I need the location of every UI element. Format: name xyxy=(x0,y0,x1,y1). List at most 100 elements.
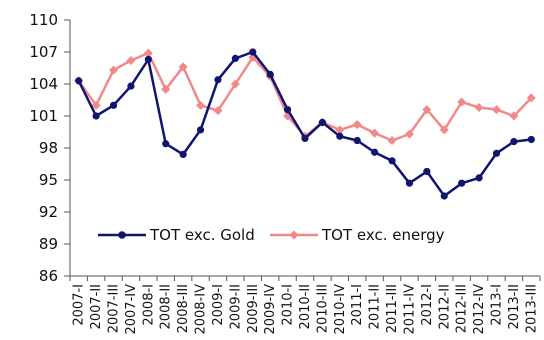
x-tick-label: 2008-I xyxy=(141,284,156,326)
data-point xyxy=(144,55,152,64)
x-tick-label: 2011-IV xyxy=(402,284,417,335)
data-point xyxy=(230,79,240,89)
data-point xyxy=(527,135,535,144)
y-tick-label: 86 xyxy=(39,267,58,285)
y-tick-label: 110 xyxy=(29,11,58,29)
legend: TOT exc. Gold TOT exc. energy xyxy=(98,226,445,244)
data-point xyxy=(91,100,101,110)
x-tick-label: 2007-I xyxy=(72,284,87,326)
data-point xyxy=(109,65,119,75)
legend-item: TOT exc. energy xyxy=(270,226,445,244)
data-point xyxy=(352,120,362,130)
data-point xyxy=(231,54,239,63)
x-tick-label: 2009-I xyxy=(211,284,226,326)
data-point xyxy=(214,76,222,84)
x-tick-label: 2009-II xyxy=(228,284,243,329)
data-point xyxy=(423,167,431,176)
data-point xyxy=(283,106,292,114)
data-point xyxy=(526,93,536,103)
y-tick-label: 107 xyxy=(29,43,58,61)
data-point xyxy=(510,138,518,146)
series-1 xyxy=(74,48,536,146)
data-point xyxy=(301,134,309,142)
data-point xyxy=(75,77,83,85)
series-0 xyxy=(75,48,535,200)
x-tick-label: 2012-IV xyxy=(472,284,487,335)
data-point xyxy=(196,100,206,110)
data-point xyxy=(370,128,380,138)
data-point xyxy=(475,174,483,182)
y-tick-label: 101 xyxy=(29,107,58,125)
x-tick-label: 2013-II xyxy=(507,284,522,329)
x-tick-label: 2011-I xyxy=(350,284,365,326)
x-tick-label: 2009-IV xyxy=(263,284,278,335)
data-point xyxy=(440,192,448,200)
data-point xyxy=(266,70,274,78)
x-tick-label: 2008-II xyxy=(159,284,174,329)
y-tick-label: 104 xyxy=(29,75,58,93)
series-layer xyxy=(74,48,536,200)
x-tick-label: 2011-III xyxy=(385,284,400,333)
data-point xyxy=(126,56,136,66)
data-point xyxy=(388,157,396,165)
x-tick-label: 2007-IV xyxy=(124,284,139,335)
data-point xyxy=(422,105,432,115)
data-point xyxy=(509,111,519,121)
x-tick-label: 2010-II xyxy=(298,284,313,329)
y-axis-ticks: 86 89 92 95 98 101 104 107 110 xyxy=(29,11,70,285)
data-point xyxy=(178,62,188,72)
data-point xyxy=(387,136,397,146)
legend-marker xyxy=(118,231,126,239)
legend-label: TOT exc. Gold xyxy=(149,226,255,244)
x-tick-label: 2013-I xyxy=(489,284,504,326)
x-tick-label: 2010-III xyxy=(315,284,330,333)
data-point xyxy=(458,179,466,187)
data-point xyxy=(492,149,501,157)
data-point xyxy=(318,118,327,126)
x-tick-label: 2010-IV xyxy=(333,284,348,335)
series-line xyxy=(77,50,532,198)
legend-label: TOT exc. energy xyxy=(321,226,445,244)
y-tick-label: 89 xyxy=(39,235,58,253)
data-point xyxy=(162,140,170,148)
data-point xyxy=(213,106,223,116)
axes xyxy=(69,20,540,277)
y-tick-label: 98 xyxy=(39,139,58,157)
data-point xyxy=(457,97,467,107)
data-point xyxy=(143,48,153,58)
y-tick-label: 95 xyxy=(39,171,58,189)
data-point xyxy=(249,48,257,56)
data-point xyxy=(92,112,100,120)
x-tick-label: 2011-II xyxy=(368,284,383,329)
data-point xyxy=(353,136,361,145)
data-point xyxy=(161,84,171,94)
data-point xyxy=(404,129,414,139)
x-tick-label: 2007-II xyxy=(89,284,104,329)
data-point xyxy=(491,105,501,115)
data-point xyxy=(127,82,135,90)
data-point xyxy=(371,148,379,156)
x-tick-label: 2008-IV xyxy=(194,284,209,335)
x-tick-label: 2010-I xyxy=(281,284,296,326)
x-tick-label: 2013-III xyxy=(524,284,539,333)
data-point xyxy=(405,179,414,187)
data-point xyxy=(474,102,484,112)
y-tick-label: 92 xyxy=(39,203,58,221)
data-point xyxy=(439,125,449,135)
legend-marker xyxy=(289,230,299,240)
x-tick-label: 2009-III xyxy=(246,284,261,333)
series-line xyxy=(77,51,533,142)
x-tick-label: 2008-III xyxy=(176,284,191,333)
data-point xyxy=(109,101,118,109)
x-axis-ticks: 2007-I 2007-II 2007-III 2007-IV 2008-I 2008-I… xyxy=(69,276,541,335)
data-point xyxy=(196,126,205,134)
data-point xyxy=(179,150,187,158)
x-tick-label: 2012-II xyxy=(437,284,452,329)
x-tick-label: 2012-III xyxy=(455,284,470,333)
data-point xyxy=(335,125,345,135)
x-tick-label: 2012-I xyxy=(420,284,435,326)
legend-item: TOT exc. Gold xyxy=(98,226,255,244)
x-tick-label: 2007-III xyxy=(107,284,122,333)
data-point xyxy=(336,132,344,140)
